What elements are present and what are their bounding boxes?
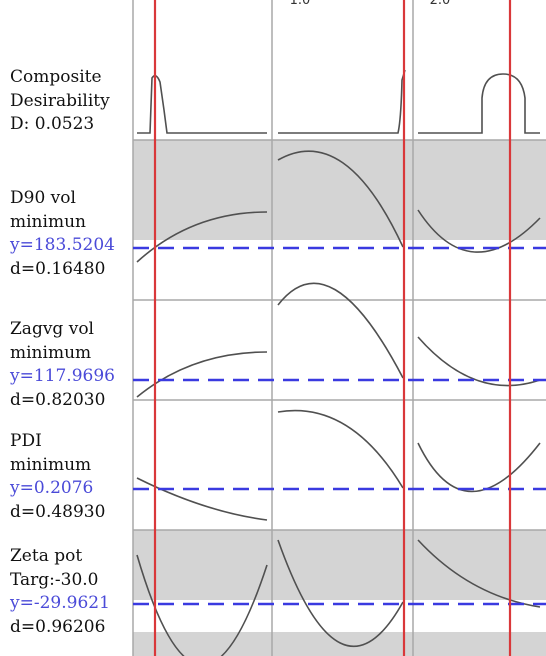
zagvg-curve-2: [277, 282, 404, 379]
pdi-y-value: y=0.2076: [10, 478, 94, 498]
response-curves: [136, 69, 541, 656]
pdi-curve-3: [417, 442, 541, 493]
composite-title-line1: Composite: [10, 67, 102, 87]
zeta-curve-2: [277, 539, 404, 648]
zagvg-title-line2: minimum: [10, 342, 92, 363]
x-tick-2: 2.0: [430, 0, 451, 8]
composite-value: D: 0.0523: [10, 114, 95, 134]
composite-curve-3: [418, 73, 540, 134]
zagvg-d-value: d=0.82030: [10, 389, 106, 410]
label-zeta-pot: Zeta pot Targ:-30.0 y=-29.9621 d=0.96206: [10, 545, 110, 639]
label-pdi: PDI minimum y=0.2076 d=0.48930: [10, 430, 105, 524]
pdi-curve-2: [277, 409, 404, 489]
zeta-title-line1: Zeta pot: [10, 546, 83, 566]
undesirable-regions: [133, 140, 546, 656]
d90-curve-3: [417, 209, 541, 253]
label-composite-desirability: Composite Desirability D: 0.0523: [10, 66, 110, 137]
d90-d-value: d=0.16480: [10, 258, 106, 279]
label-d90-vol: D90 vol minimun y=183.5204 d=0.16480: [10, 187, 115, 281]
response-labels: Composite Desirability D: 0.0523 D90 vol…: [0, 0, 133, 656]
zeta-title-line2: Targ:-30.0: [10, 569, 99, 590]
zeta-y-value: y=-29.9621: [10, 593, 110, 613]
d90-y-value: y=183.5204: [10, 235, 115, 255]
d90-curve-1: [136, 211, 268, 263]
pdi-d-value: d=0.48930: [10, 501, 106, 522]
zagvg-title-line1: Zagvg vol: [10, 319, 94, 339]
zeta-d-value: d=0.96206: [10, 616, 106, 637]
zeta-undesirable-bottom: [133, 632, 546, 656]
zagvg-curve-1: [136, 351, 268, 398]
current-setting-lines[interactable]: [153, 0, 512, 656]
label-zagvg-vol: Zagvg vol minimum y=117.9696 d=0.82030: [10, 318, 115, 412]
d90-curve-2: [277, 150, 404, 248]
zagvg-y-value: y=117.9696: [10, 366, 115, 386]
composite-curve-1: [137, 74, 267, 134]
zeta-curve-1: [136, 554, 268, 656]
composite-title-line2: Desirability: [10, 90, 110, 111]
composite-curve-2: [278, 69, 406, 134]
d90-title-line1: D90 vol: [10, 188, 76, 208]
pdi-title-line2: minimum: [10, 454, 92, 475]
pdi-title-line1: PDI: [10, 431, 42, 451]
zeta-undesirable-top: [133, 530, 546, 600]
predicted-response-lines: [133, 246, 546, 606]
x-tick-1: 1.0: [290, 0, 311, 8]
zagvg-curve-3: [417, 336, 541, 387]
zeta-curve-3: [417, 539, 541, 608]
pdi-curve-1: [136, 477, 268, 521]
panel-frame: [132, 0, 546, 656]
d90-title-line2: minimun: [10, 211, 86, 232]
